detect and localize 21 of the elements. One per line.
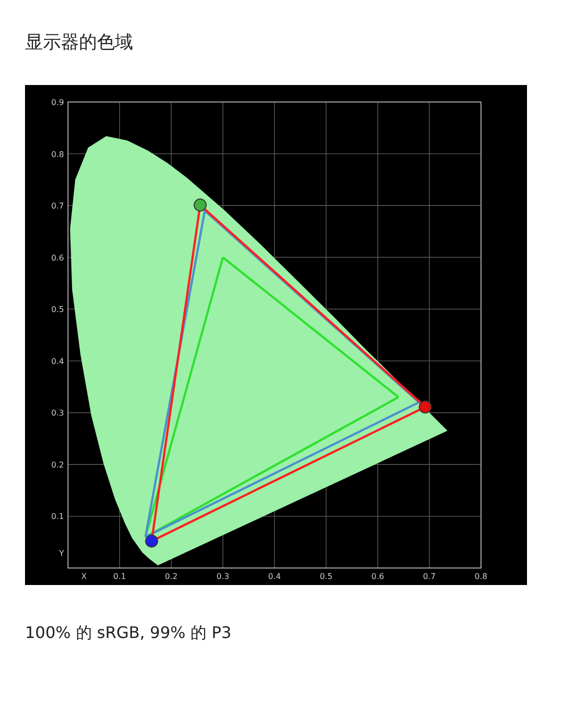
x-tick-label: 0.3 — [216, 572, 230, 581]
chart-title: 显示器的色域 — [25, 32, 133, 53]
x-tick-label: 0.2 — [164, 572, 178, 581]
x-tick-label: 0.4 — [268, 572, 281, 581]
x-tick-label: 0.7 — [423, 572, 436, 581]
y-tick-label: 0.5 — [51, 305, 64, 314]
y-tick-label: 0.7 — [51, 202, 64, 211]
y-tick-label: 0.3 — [51, 408, 64, 418]
x-tick-label: 0.5 — [320, 572, 332, 581]
x-axis-title: X — [81, 572, 88, 581]
x-tick-label: 0.1 — [113, 572, 126, 581]
y-tick-label: 0.6 — [51, 253, 64, 262]
y-tick-label: 0.8 — [51, 150, 64, 159]
y-tick-label: 0.4 — [51, 356, 64, 366]
y-tick-label: 0.1 — [51, 512, 64, 522]
text: 100% 的 sRGB, 99% 的 P3 — [25, 623, 232, 642]
y-axis-title: Y — [58, 549, 64, 558]
x-tick-label: 0.6 — [371, 572, 384, 581]
x-tick-label: 0.8 — [474, 572, 488, 581]
y-tick-label: 0.2 — [51, 460, 64, 470]
y-tick-label: 0.9 — [51, 98, 64, 107]
